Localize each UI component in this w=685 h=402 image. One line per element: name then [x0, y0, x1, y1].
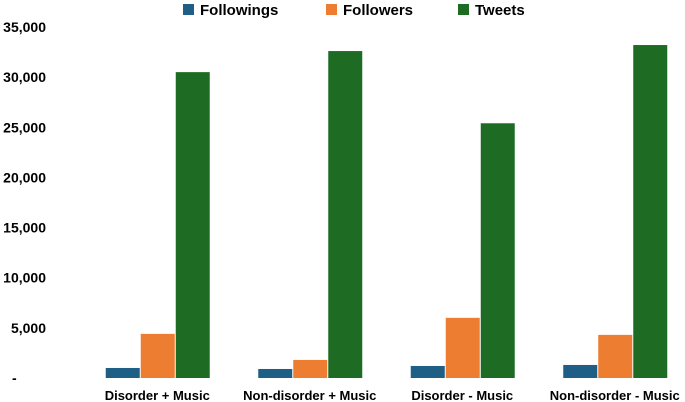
y-tick-label: 15,000 [3, 220, 46, 236]
bar-followers-disorder-music [140, 333, 175, 378]
x-tick-label: Non-disorder + Music [243, 388, 376, 402]
bar-followings-disorder-music [410, 365, 445, 378]
legend-swatch-followings [183, 4, 194, 15]
bar-tweets-non-disorder-music [633, 45, 668, 379]
y-tick-label: 25,000 [3, 119, 46, 135]
x-tick-label: Disorder + Music [105, 388, 210, 402]
y-tick-label: 5,000 [11, 320, 46, 336]
bar-followings-non-disorder-music [258, 368, 293, 378]
legend-swatch-tweets [458, 4, 469, 15]
x-tick-label: Disorder - Music [411, 388, 513, 402]
x-tick-label: Non-disorder - Music [550, 388, 680, 402]
bars [105, 45, 668, 379]
legend: Followings Followers Tweets [183, 2, 525, 19]
y-tick-label: 35,000 [3, 19, 46, 35]
bar-followers-non-disorder-music [598, 334, 633, 378]
bar-tweets-disorder-music [175, 72, 210, 378]
bar-followings-non-disorder-music [563, 364, 598, 378]
x-axis: Disorder + Music Non-disorder + Music Diso… [105, 388, 680, 402]
legend-swatch-followers [326, 4, 337, 15]
y-axis: - 5,000 10,000 15,000 20,000 25,000 30,000 35,0… [3, 19, 46, 386]
legend-label-followers: Followers [343, 2, 413, 19]
bar-tweets-disorder-music [480, 123, 515, 378]
y-tick-label: 10,000 [3, 270, 46, 286]
legend-label-tweets: Tweets [475, 2, 525, 19]
legend-label-followings: Followings [200, 2, 278, 19]
bar-followers-disorder-music [445, 317, 480, 378]
y-tick-label: 30,000 [3, 69, 46, 85]
y-tick-label: - [12, 370, 17, 386]
bar-followers-non-disorder-music [293, 359, 328, 378]
bar-tweets-non-disorder-music [328, 51, 363, 378]
bar-followings-disorder-music [105, 367, 140, 378]
y-tick-label: 20,000 [3, 169, 46, 185]
